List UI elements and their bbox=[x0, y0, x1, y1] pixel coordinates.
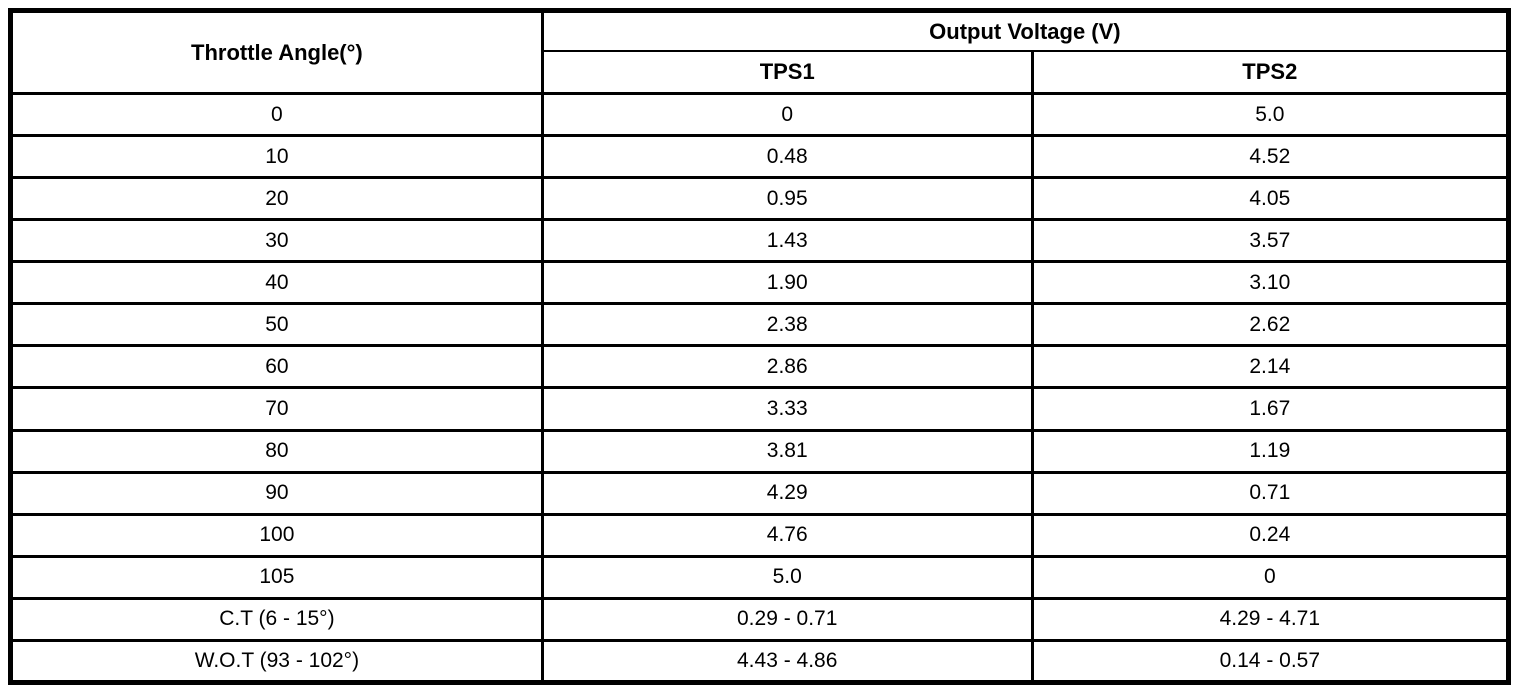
table-header: Throttle Angle(°) Output Voltage (V) TPS… bbox=[9, 9, 1511, 95]
tps-output-voltage-table: Throttle Angle(°) Output Voltage (V) TPS… bbox=[8, 8, 1511, 685]
tps2-cell: 3.10 bbox=[1030, 260, 1511, 306]
throttle-angle-cell: 80 bbox=[9, 428, 544, 474]
tps2-cell: 1.19 bbox=[1030, 428, 1511, 474]
tps2-cell: 4.52 bbox=[1030, 134, 1511, 180]
tps2-cell: 4.05 bbox=[1030, 176, 1511, 222]
tps1-cell: 0.95 bbox=[540, 176, 1034, 222]
header-row-group: Throttle Angle(°) Output Voltage (V) bbox=[9, 9, 1511, 95]
tps2-cell: 0.71 bbox=[1030, 470, 1511, 516]
tps2-cell: 3.57 bbox=[1030, 218, 1511, 264]
throttle-angle-cell: 105 bbox=[9, 554, 544, 600]
tps2-cell: 0.14 - 0.57 bbox=[1030, 638, 1511, 685]
tps1-cell: 2.38 bbox=[540, 302, 1034, 348]
table-row: 90 4.29 0.71 bbox=[9, 470, 1511, 516]
throttle-angle-cell: 40 bbox=[9, 260, 544, 306]
tps2-cell: 1.67 bbox=[1030, 386, 1511, 432]
tps2-header: TPS2 bbox=[1030, 50, 1511, 95]
throttle-angle-cell: 10 bbox=[9, 134, 544, 180]
tps1-cell: 3.81 bbox=[540, 428, 1034, 474]
tps1-cell: 4.76 bbox=[540, 512, 1034, 558]
throttle-angle-cell: 100 bbox=[9, 512, 544, 558]
throttle-angle-cell: 90 bbox=[9, 470, 544, 516]
tps1-cell: 2.86 bbox=[540, 344, 1034, 390]
tps1-cell: 4.29 bbox=[540, 470, 1034, 516]
output-voltage-header: Output Voltage (V) bbox=[540, 9, 1511, 52]
throttle-angle-cell: W.O.T (93 - 102°) bbox=[9, 638, 544, 685]
tps1-cell: 1.43 bbox=[540, 218, 1034, 264]
tps1-cell: 1.90 bbox=[540, 260, 1034, 306]
table-row: 60 2.86 2.14 bbox=[9, 344, 1511, 390]
table-row: 40 1.90 3.10 bbox=[9, 260, 1511, 306]
throttle-angle-cell: 20 bbox=[9, 176, 544, 222]
throttle-angle-cell: 0 bbox=[9, 91, 544, 138]
tps1-cell: 4.43 - 4.86 bbox=[540, 638, 1034, 685]
tps2-cell: 0.24 bbox=[1030, 512, 1511, 558]
table-row: C.T (6 - 15°) 0.29 - 0.71 4.29 - 4.71 bbox=[9, 596, 1511, 642]
table-row: 30 1.43 3.57 bbox=[9, 218, 1511, 264]
table-row: 10 0.48 4.52 bbox=[9, 134, 1511, 180]
tps1-cell: 5.0 bbox=[540, 554, 1034, 600]
tps1-cell: 3.33 bbox=[540, 386, 1034, 432]
table-row: 0 0 5.0 bbox=[9, 91, 1511, 138]
throttle-angle-cell: 60 bbox=[9, 344, 544, 390]
table-row: 100 4.76 0.24 bbox=[9, 512, 1511, 558]
table-row: W.O.T (93 - 102°) 4.43 - 4.86 0.14 - 0.57 bbox=[9, 638, 1511, 685]
table-row: 80 3.81 1.19 bbox=[9, 428, 1511, 474]
tps2-cell: 5.0 bbox=[1030, 91, 1511, 138]
tps2-cell: 2.14 bbox=[1030, 344, 1511, 390]
header-row-sub: TPS1 TPS2 bbox=[11, 50, 1511, 95]
tps2-cell: 4.29 - 4.71 bbox=[1030, 596, 1511, 642]
throttle-angle-header: Throttle Angle(°) bbox=[9, 9, 544, 95]
tps1-cell: 0.29 - 0.71 bbox=[540, 596, 1034, 642]
table-row: 105 5.0 0 bbox=[9, 554, 1511, 600]
tps1-cell: 0.48 bbox=[540, 134, 1034, 180]
table-row: 70 3.33 1.67 bbox=[9, 386, 1511, 432]
table-body: 0 0 5.0 10 0.48 4.52 20 0.95 4.05 30 1.43 3.57 40 1.9… bbox=[9, 91, 1511, 685]
tps1-header: TPS1 bbox=[540, 50, 1034, 95]
table-row: 50 2.38 2.62 bbox=[9, 302, 1511, 348]
tps2-cell: 2.62 bbox=[1030, 302, 1511, 348]
throttle-angle-cell: 30 bbox=[9, 218, 544, 264]
tps1-cell: 0 bbox=[540, 91, 1034, 138]
tps2-cell: 0 bbox=[1030, 554, 1511, 600]
table-row: 20 0.95 4.05 bbox=[9, 176, 1511, 222]
throttle-angle-cell: 50 bbox=[9, 302, 544, 348]
throttle-angle-cell: 70 bbox=[9, 386, 544, 432]
throttle-angle-cell: C.T (6 - 15°) bbox=[9, 596, 544, 642]
